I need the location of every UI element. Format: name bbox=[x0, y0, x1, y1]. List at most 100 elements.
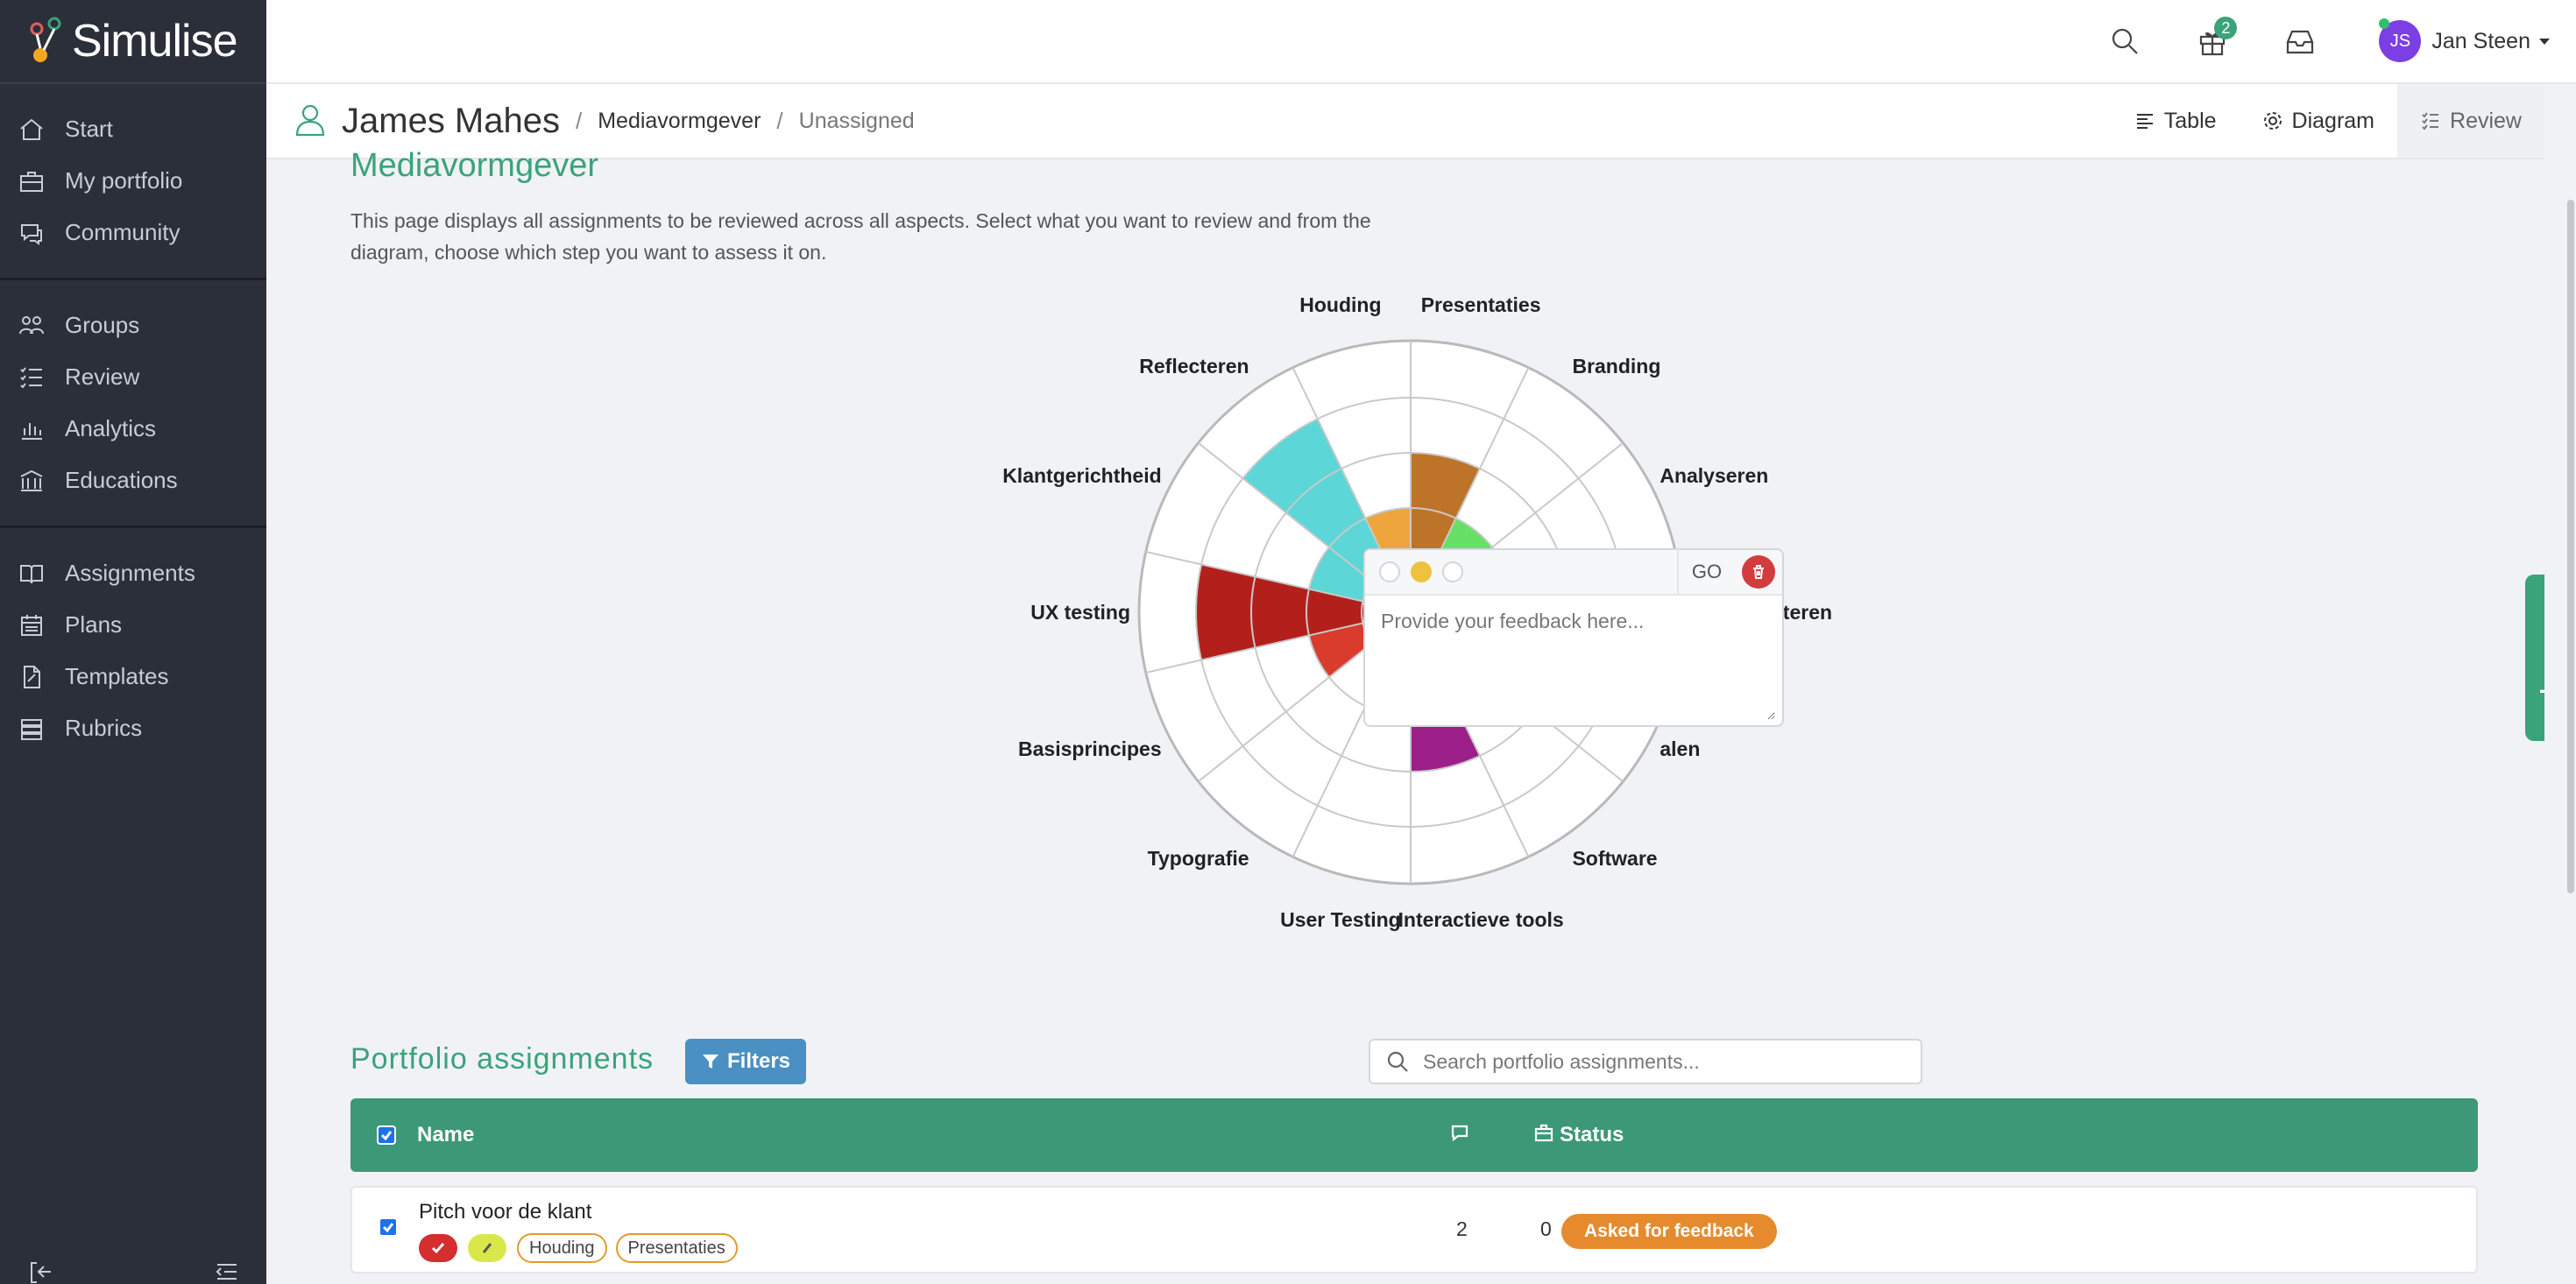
scrollbar-thumb[interactable] bbox=[2567, 200, 2574, 893]
page-description: This page displays all assignments to be… bbox=[350, 209, 1371, 264]
logout-icon[interactable] bbox=[26, 1258, 53, 1284]
sidebar-item-community[interactable]: Community bbox=[0, 207, 266, 258]
checklist-icon bbox=[18, 363, 46, 392]
sidebar-item-label: Templates bbox=[65, 663, 169, 689]
section-title: Portfolio assignments bbox=[350, 1042, 655, 1076]
user-name: Jan Steen bbox=[2431, 28, 2530, 53]
filter-icon bbox=[702, 1055, 718, 1069]
rating-option-1[interactable] bbox=[1379, 561, 1400, 582]
sidebar-item-label: Plans bbox=[65, 611, 123, 638]
nav-group: Groups Review Analytics Educations bbox=[0, 280, 266, 528]
sidebar-item-my-portfolio[interactable]: My portfolio bbox=[0, 155, 266, 207]
avatar-initials: JS bbox=[2389, 31, 2411, 51]
sidebar-item-rubrics[interactable]: Rubrics bbox=[0, 702, 266, 754]
tab-diagram[interactable]: Diagram bbox=[2240, 84, 2397, 158]
radar-label: Typografie bbox=[1147, 847, 1249, 871]
search-input[interactable] bbox=[1423, 1049, 1914, 1074]
logo-mark-icon bbox=[30, 17, 61, 62]
assignment-name[interactable]: Pitch voor de klant bbox=[419, 1200, 592, 1224]
sidebar-item-analytics[interactable]: Analytics bbox=[0, 403, 266, 455]
sidebar-item-label: Start bbox=[65, 116, 113, 142]
portfolio-column-icon[interactable] bbox=[1533, 1122, 1554, 1149]
sidebar-item-label: Assignments bbox=[65, 560, 195, 586]
radar-segment[interactable] bbox=[1308, 547, 1373, 602]
logo[interactable]: Simulise bbox=[0, 0, 266, 84]
person-icon bbox=[293, 102, 328, 141]
view-tabs: Table Diagram Review bbox=[2112, 84, 2544, 158]
sidebar-item-groups[interactable]: Groups bbox=[0, 300, 266, 351]
scrollbar[interactable] bbox=[2544, 159, 2576, 1284]
tab-diagram-label: Diagram bbox=[2291, 108, 2375, 133]
filters-button[interactable]: Filters bbox=[685, 1039, 806, 1084]
comments-column-icon[interactable] bbox=[1449, 1122, 1470, 1149]
tab-review-label: Review bbox=[2450, 108, 2522, 133]
status-badge: Asked for feedback bbox=[1561, 1214, 1777, 1249]
sidebar-item-educations[interactable]: Educations bbox=[0, 455, 266, 506]
avatar: JS bbox=[2379, 18, 2422, 62]
radar-label: Presentaties bbox=[1420, 293, 1541, 317]
inbox-button[interactable] bbox=[2274, 15, 2326, 67]
breadcrumb-status[interactable]: Unassigned bbox=[798, 108, 915, 133]
gift-icon bbox=[2200, 32, 2226, 56]
radar-label: Houding bbox=[1299, 293, 1382, 317]
comments-count: 2 bbox=[1456, 1217, 1468, 1240]
topbar: 2 JS Jan Steen bbox=[266, 0, 2576, 84]
select-all-checkbox[interactable] bbox=[377, 1125, 396, 1145]
template-icon bbox=[18, 663, 46, 691]
book-icon bbox=[18, 560, 46, 588]
gift-button[interactable]: 2 bbox=[2186, 15, 2239, 67]
user-menu[interactable]: JS Jan Steen bbox=[2379, 18, 2550, 62]
row-checkbox[interactable] bbox=[379, 1217, 398, 1237]
sidebar-item-plans[interactable]: Plans bbox=[0, 599, 266, 651]
page-title: Mediavormgever bbox=[350, 147, 598, 184]
radar-segment[interactable] bbox=[1308, 623, 1373, 678]
users-icon bbox=[18, 312, 46, 340]
sidebar-item-label: Groups bbox=[65, 312, 140, 338]
breadcrumb-education[interactable]: Mediavormgever bbox=[598, 108, 761, 133]
home-icon bbox=[18, 116, 46, 144]
column-header-status[interactable]: Status bbox=[1560, 1123, 1624, 1146]
radar-label: Software bbox=[1572, 847, 1658, 871]
collapse-menu-icon[interactable] bbox=[214, 1258, 240, 1284]
sidebar-item-review[interactable]: Review bbox=[0, 351, 266, 403]
radar-label: alen bbox=[1660, 737, 1701, 761]
nav-group: Start My portfolio Community bbox=[0, 84, 266, 280]
sidebar-item-label: Educations bbox=[65, 467, 178, 493]
feedback-popup-header: GO bbox=[1365, 549, 1782, 596]
notification-badge: 2 bbox=[2214, 17, 2238, 39]
app-name: Simulise bbox=[72, 16, 237, 67]
delete-button[interactable] bbox=[1742, 555, 1775, 589]
search-field[interactable] bbox=[1369, 1039, 1922, 1084]
radar-segment[interactable] bbox=[1306, 589, 1363, 636]
checklist-icon bbox=[2422, 112, 2439, 131]
briefcase-icon bbox=[18, 167, 46, 195]
radar-segment[interactable] bbox=[1411, 453, 1480, 519]
column-header-name[interactable]: Name bbox=[417, 1123, 475, 1146]
radar-label: User Testing bbox=[1280, 907, 1401, 931]
radar-segment[interactable] bbox=[1242, 419, 1342, 513]
sidebar-item-start[interactable]: Start bbox=[0, 103, 266, 155]
tab-table[interactable]: Table bbox=[2112, 84, 2240, 158]
feedback-textarea[interactable] bbox=[1372, 603, 1775, 720]
tab-review[interactable]: Review bbox=[2397, 84, 2544, 158]
sidebar-item-templates[interactable]: Templates bbox=[0, 651, 266, 702]
rating-option-2[interactable] bbox=[1411, 561, 1432, 582]
caret-down-icon bbox=[2539, 38, 2550, 45]
sidebar-item-assignments[interactable]: Assignments bbox=[0, 547, 266, 599]
rating-option-3[interactable] bbox=[1442, 561, 1463, 582]
radar-segment[interactable] bbox=[1196, 564, 1256, 660]
assessment-yellow-slash-icon bbox=[468, 1234, 506, 1262]
nav-group: Assignments Plans Templates Rubrics bbox=[0, 528, 266, 773]
radar-label: Interactieve tools bbox=[1398, 907, 1564, 931]
sidebar-item-label: Rubrics bbox=[65, 715, 143, 741]
radar-segment[interactable] bbox=[1251, 576, 1309, 648]
sidebar: Simulise Start My portfolio Community Group… bbox=[0, 0, 266, 1284]
search-button[interactable] bbox=[2098, 15, 2151, 67]
check-icon bbox=[380, 1131, 393, 1141]
gear-icon bbox=[2263, 112, 2282, 130]
go-button[interactable]: GO bbox=[1677, 549, 1735, 595]
breadcrumb-separator: / bbox=[776, 107, 783, 134]
bar-chart-icon bbox=[18, 415, 46, 443]
table-row[interactable]: Pitch voor de klant Houding Presentaties… bbox=[350, 1186, 2478, 1273]
search-icon bbox=[1387, 1051, 1408, 1072]
